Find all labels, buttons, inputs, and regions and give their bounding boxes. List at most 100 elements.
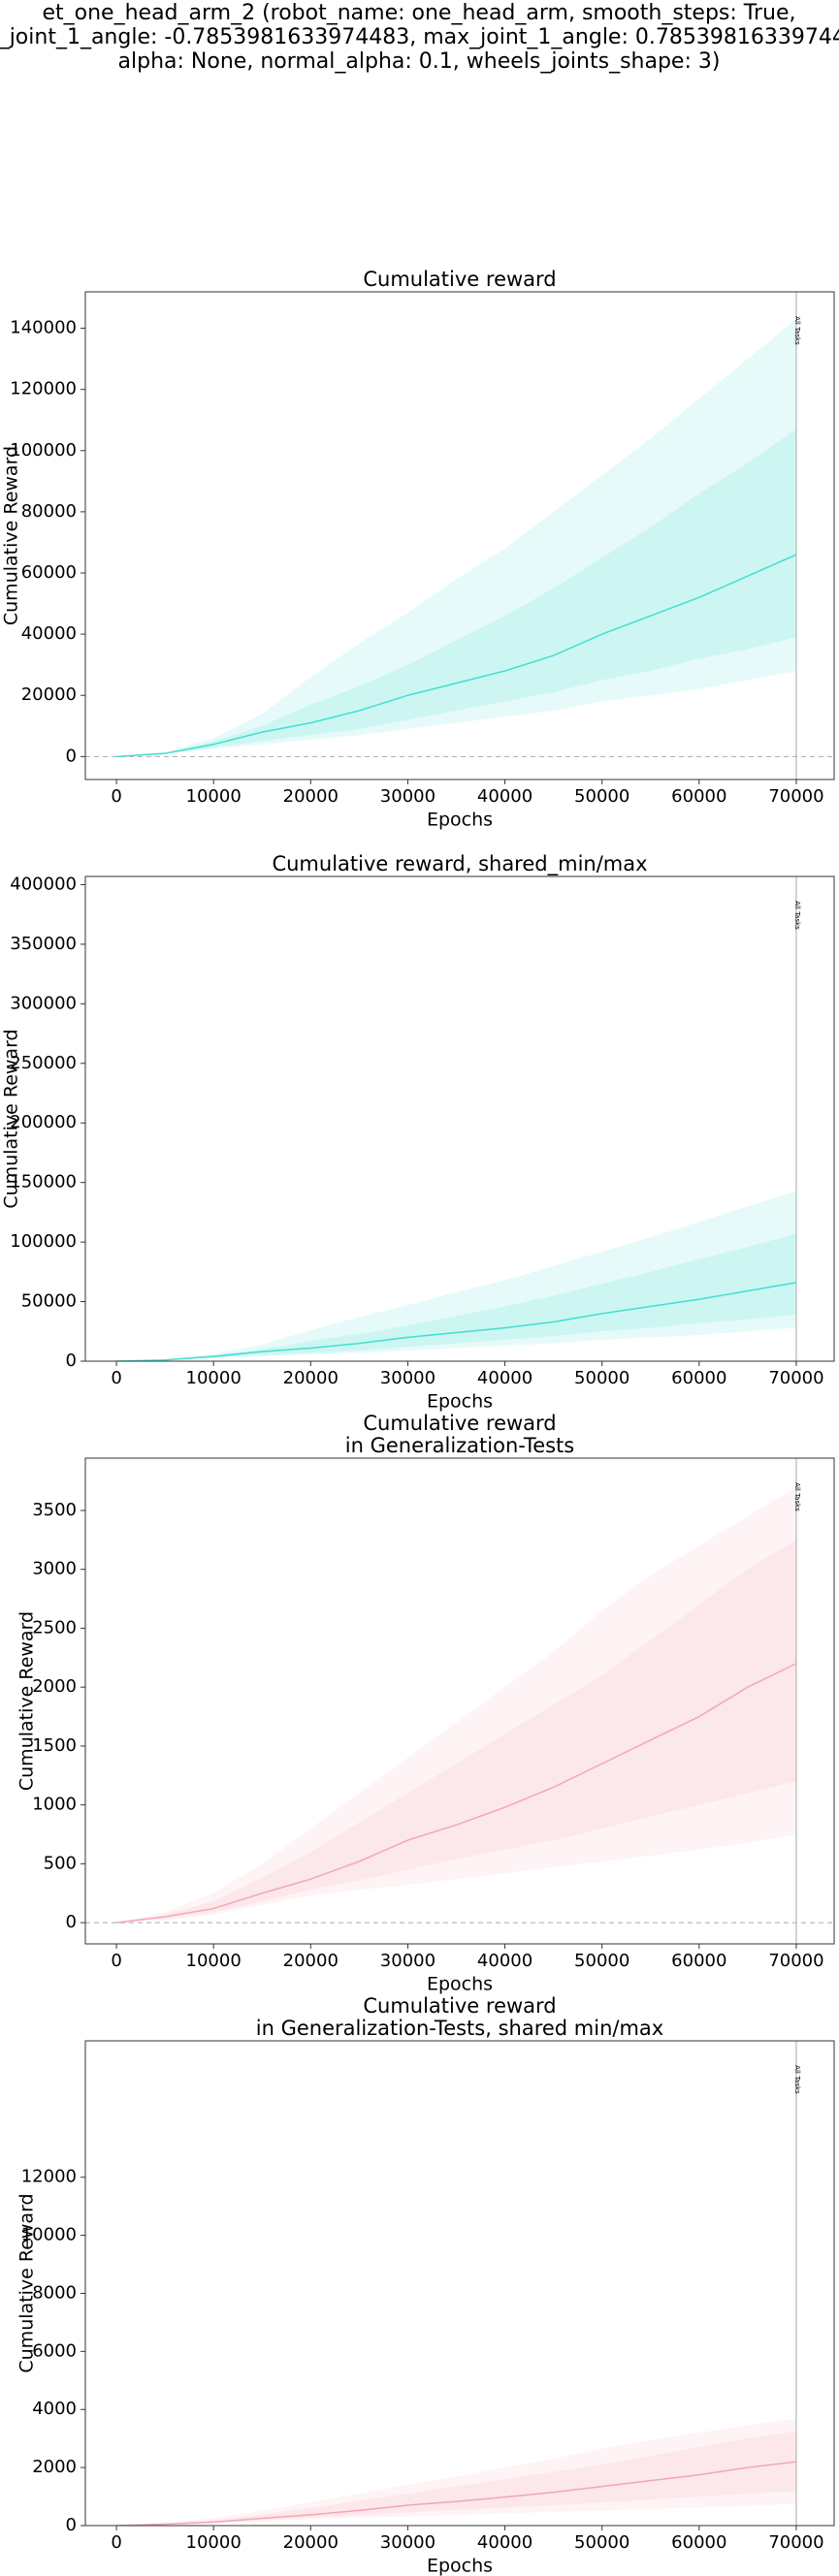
chart-title: Cumulative reward [363, 268, 556, 291]
x-tick-label: 50000 [574, 786, 629, 807]
chart-title: Cumulative reward [363, 1994, 556, 2018]
x-tick-label: 40000 [477, 1951, 532, 1971]
y-axis-label: Cumulative Reward [16, 2193, 38, 2372]
mean-line [115, 1663, 797, 1924]
plot-content [85, 2041, 834, 2526]
y-tick-label: 350000 [10, 934, 77, 954]
x-tick-label: 60000 [671, 1951, 726, 1971]
x-axis-label: Epochs [427, 2556, 493, 2576]
y-tick-label: 300000 [10, 993, 77, 1013]
axes-frame [84, 1457, 835, 1945]
y-tick-label: 150000 [10, 1172, 77, 1193]
x-tick-label: 20000 [283, 1951, 339, 1971]
y-tick-label: 6000 [32, 2340, 77, 2361]
y-tick-label: 200000 [10, 1112, 77, 1132]
x-tick-label: 0 [111, 2532, 121, 2553]
figure-title: et_one_head_arm_2 (robot_name: one_head_… [42, 1, 795, 25]
y-tick-label: 2000 [32, 1676, 77, 1697]
y-tick-label: 500 [44, 1853, 77, 1873]
y-tick-label: 12000 [21, 2167, 77, 2187]
y-tick-label: 0 [66, 746, 77, 766]
x-axis-label: Epochs [427, 810, 493, 831]
chart-title: Cumulative reward [363, 1412, 556, 1435]
y-tick-label: 0 [66, 1351, 77, 1371]
figure-title: min_joint_1_angle: -0.7853981633974483, … [0, 25, 839, 49]
x-tick-label: 40000 [477, 1368, 532, 1388]
x-tick-label: 70000 [768, 786, 823, 807]
figure-title: alpha: None, normal_alpha: 0.1, wheels_j… [118, 49, 721, 74]
plot-content [85, 876, 834, 1361]
y-tick-label: 2500 [32, 1617, 77, 1638]
x-tick-label: 10000 [186, 1951, 242, 1971]
x-tick-label: 60000 [671, 786, 726, 807]
x-axis-label: Epochs [427, 1391, 493, 1413]
plot-area: All Tasks 0 10000 20000 30000 40000 50000 60000… [1, 852, 835, 1413]
y-tick-label: 10000 [21, 2225, 77, 2245]
band [116, 2431, 796, 2526]
x-tick-label: 10000 [186, 1368, 242, 1388]
x-axis-label: Epochs [427, 1974, 493, 1995]
axes-frame [84, 875, 835, 1362]
y-tick-label: 40000 [21, 623, 77, 644]
x-tick-label: 50000 [574, 2532, 629, 2553]
x-tick-label: 30000 [380, 1368, 436, 1388]
y-axis-label: Cumulative Reward [1, 446, 22, 625]
x-tick-label: 40000 [477, 2532, 532, 2553]
y-tick-label: 2000 [32, 2457, 77, 2477]
mean-line [116, 2461, 797, 2526]
mean-line [115, 554, 797, 758]
annotation: All Tasks [793, 1482, 801, 1511]
y-tick-label: 3000 [32, 1559, 77, 1579]
x-tick-label: 30000 [380, 786, 436, 807]
y-tick-label: 20000 [21, 684, 77, 705]
axes-frame [84, 2040, 835, 2527]
x-tick-label: 20000 [283, 1368, 339, 1388]
band [116, 1486, 796, 1924]
chart-title: Cumulative reward, shared_min/max [272, 852, 647, 876]
y-tick-label: 60000 [21, 562, 77, 583]
band [116, 1191, 796, 1361]
y-tick-label: 100000 [10, 440, 77, 461]
x-tick-label: 50000 [574, 1368, 629, 1388]
x-tick-label: 0 [111, 786, 121, 807]
y-tick-label: 120000 [10, 379, 77, 399]
y-tick-label: 250000 [10, 1053, 77, 1073]
y-tick-label: 0 [66, 2515, 77, 2535]
plot-area: All Tasks 0 10000 20000 30000 40000 50000 60000… [1, 268, 835, 831]
x-tick-label: 30000 [380, 1951, 436, 1971]
x-tick-label: 0 [111, 1951, 121, 1971]
x-tick-label: 30000 [380, 2532, 436, 2553]
band [116, 429, 796, 757]
x-tick-label: 40000 [477, 786, 532, 807]
x-tick-label: 10000 [186, 786, 242, 807]
y-tick-label: 1500 [32, 1735, 77, 1756]
x-tick-label: 60000 [671, 2532, 726, 2553]
chart-title: in Generalization-Tests, shared min/max [256, 2017, 663, 2040]
band [116, 1233, 796, 1361]
annotation: All Tasks [793, 2065, 801, 2094]
y-axis-label: Cumulative Reward [16, 1611, 38, 1791]
y-tick-label: 1000 [32, 1795, 77, 1815]
annotation: All Tasks [793, 901, 801, 930]
x-tick-label: 70000 [768, 1368, 823, 1388]
plot-area: All Tasks 0 10000 20000 30000 40000 50000 60000… [16, 1412, 835, 1995]
x-tick-label: 20000 [283, 786, 339, 807]
y-tick-label: 400000 [10, 874, 77, 894]
x-tick-label: 60000 [671, 1368, 726, 1388]
x-tick-label: 70000 [768, 1951, 823, 1971]
band [116, 319, 796, 757]
x-tick-label: 70000 [768, 2532, 823, 2553]
chart-title: in Generalization-Tests [345, 1434, 574, 1457]
y-axis-label: Cumulative Reward [1, 1029, 22, 1208]
plot-content [85, 1458, 834, 1944]
x-tick-label: 20000 [283, 2532, 339, 2553]
annotation: All Tasks [793, 316, 801, 345]
y-tick-label: 80000 [21, 501, 77, 522]
x-tick-label: 10000 [186, 2532, 242, 2553]
y-tick-label: 8000 [32, 2282, 77, 2303]
x-tick-label: 0 [111, 1368, 121, 1388]
x-tick-label: 50000 [574, 1951, 629, 1971]
y-tick-label: 140000 [10, 318, 77, 338]
